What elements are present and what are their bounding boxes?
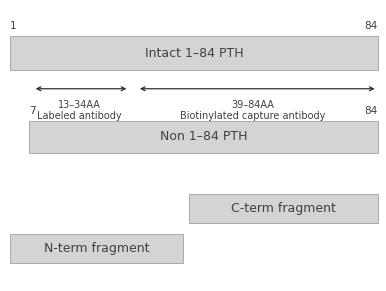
Text: 84: 84 [364,21,378,31]
FancyBboxPatch shape [10,36,378,70]
FancyBboxPatch shape [10,234,183,263]
Text: 39–84AA: 39–84AA [231,100,274,110]
Text: 84: 84 [364,107,378,116]
Text: 7: 7 [29,107,36,116]
Text: 1: 1 [10,21,16,31]
Text: N-term fragment: N-term fragment [44,242,149,255]
FancyBboxPatch shape [29,121,378,153]
Text: Labeled antibody: Labeled antibody [37,111,122,121]
Text: 13–34AA: 13–34AA [58,100,101,110]
Text: C-term fragment: C-term fragment [231,202,336,214]
Text: Intact 1–84 PTH: Intact 1–84 PTH [145,47,243,60]
Text: Non 1–84 PTH: Non 1–84 PTH [160,130,247,143]
Text: Biotinylated capture antibody: Biotinylated capture antibody [180,111,325,121]
FancyBboxPatch shape [189,194,378,223]
